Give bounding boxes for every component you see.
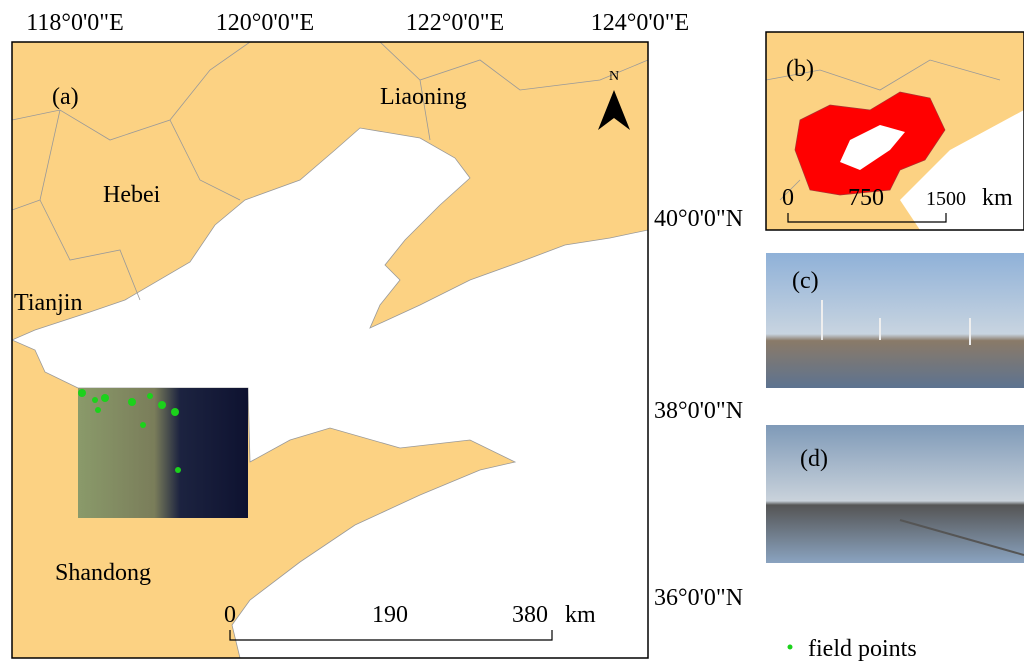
scale-label: 380	[512, 602, 548, 628]
province-label: Liaoning	[380, 84, 467, 110]
longitude-label: 120°0'0"E	[216, 10, 314, 36]
province-label: Tianjin	[14, 290, 82, 316]
longitude-label: 118°0'0"E	[26, 10, 124, 36]
province-label: Hebei	[103, 182, 161, 208]
north-arrow	[598, 90, 630, 130]
longitude-label: 122°0'0"E	[406, 10, 504, 36]
photo-c	[766, 253, 1024, 388]
scale-bar	[229, 630, 553, 641]
longitude-label: 124°0'0"E	[591, 10, 689, 36]
north-label: N	[609, 69, 619, 84]
latitude-label: 36°0'0"N	[654, 585, 743, 611]
panel-label: (a)	[52, 84, 79, 110]
photo-d-detail	[899, 519, 1024, 556]
scale-label: 190	[372, 602, 408, 628]
scale-bar	[787, 213, 947, 223]
panel-a-map	[12, 42, 648, 658]
panel-b-map	[766, 32, 1024, 230]
legend-symbol	[787, 644, 793, 650]
scale-label: 0	[782, 185, 794, 211]
photo-d	[766, 425, 1024, 563]
photo-c-detail	[821, 300, 971, 345]
scale-unit: km	[982, 185, 1013, 211]
scale-label: 1500	[926, 188, 966, 210]
panel-label: (b)	[786, 56, 814, 82]
latitude-label: 40°0'0"N	[654, 206, 743, 232]
panel-b-frame	[765, 31, 1024, 231]
province-label: Shandong	[55, 560, 151, 586]
panel-a-frame	[11, 41, 649, 659]
scale-label: 0	[224, 602, 236, 628]
scale-unit: km	[565, 602, 596, 628]
latitude-label: 38°0'0"N	[654, 398, 743, 424]
panel-label: (d)	[800, 446, 828, 472]
panel-label: (c)	[792, 268, 819, 294]
legend-label: field points	[808, 636, 917, 661]
scale-label: 750	[848, 185, 884, 211]
